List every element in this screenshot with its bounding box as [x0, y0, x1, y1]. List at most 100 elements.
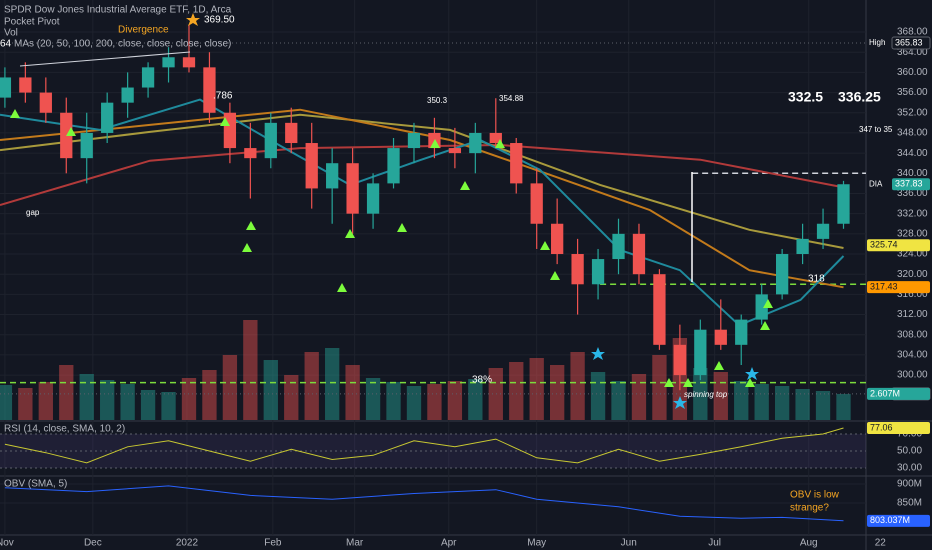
candle-body — [141, 67, 155, 88]
candle-body — [346, 163, 359, 214]
y-tick-label: 900M — [897, 479, 922, 490]
y-tick-label: 364.00 — [897, 47, 928, 58]
badge-label: 365.83 — [895, 37, 923, 47]
legend-item: Vol — [4, 28, 18, 39]
badge-label: 77.06 — [870, 422, 893, 432]
candle-body — [530, 183, 543, 224]
pocket-pivots — [10, 109, 773, 387]
y-tick-label: 308.00 — [897, 329, 928, 340]
y-tick-label: 328.00 — [897, 228, 928, 239]
candle-body — [387, 148, 400, 184]
pane-title: RSI (14, close, SMA, 10, 2) — [4, 424, 125, 435]
volume-bar — [427, 384, 442, 420]
moving-average — [0, 143, 844, 207]
volume-bar — [120, 384, 135, 420]
annotation: 64 — [0, 39, 12, 50]
candle-body — [755, 294, 768, 320]
volume-bar — [652, 355, 667, 420]
candle-body — [448, 148, 462, 154]
y-tick-label: 340.00 — [897, 168, 928, 179]
x-tick-label: Jul — [708, 538, 721, 549]
y-tick-label: 348.00 — [897, 128, 928, 139]
candle-body — [612, 233, 625, 260]
volume-bar — [140, 390, 156, 420]
star — [186, 13, 200, 26]
candle-body — [489, 132, 502, 144]
y-tick-label: 368.00 — [897, 27, 928, 38]
x-tick-label: Dec — [84, 538, 102, 549]
candle-body — [469, 132, 482, 154]
legend-item: Pocket Pivot — [4, 17, 60, 28]
annotation: 347 to 35 — [859, 125, 893, 134]
volume-bar — [243, 320, 258, 420]
badge-name: High — [869, 38, 885, 47]
y-tick-label: 50.00 — [897, 446, 922, 457]
candle-body — [407, 132, 421, 149]
y-tick-label: 304.00 — [897, 350, 928, 361]
annotation: gap — [26, 208, 40, 217]
candle-body — [39, 92, 52, 113]
annotation: 354.88 — [499, 94, 524, 103]
volume-bar — [284, 375, 299, 420]
y-tick-label: 70.00 — [897, 429, 922, 440]
badge-label: 325.74 — [870, 240, 898, 250]
y-tick-label: 352.00 — [897, 107, 928, 118]
badge — [867, 514, 930, 527]
annotation: .786 — [213, 91, 233, 102]
y-tick-label: 850M — [897, 498, 922, 509]
badge-label: 317.43 — [870, 282, 898, 292]
candle-body — [0, 77, 12, 98]
x-tick-label: Jun — [621, 538, 637, 549]
volume-bar — [754, 384, 769, 420]
candle-body — [714, 329, 727, 345]
candle-body — [694, 329, 707, 376]
volume-bar — [406, 386, 422, 420]
pane-title: OBV (SMA, 5) — [4, 479, 67, 490]
volume-bar — [795, 389, 810, 420]
candle-body — [264, 122, 277, 159]
candle-body — [837, 184, 850, 224]
divergence-line — [19, 51, 191, 67]
y-tick-label: 332.00 — [897, 208, 928, 219]
y-tick-label: 324.00 — [897, 249, 928, 260]
x-tick-label: 2022 — [176, 538, 199, 549]
volume-bar — [18, 388, 33, 420]
candle-body — [162, 57, 175, 68]
candle-body — [285, 122, 298, 144]
badge — [867, 387, 930, 400]
y-tick-label: 300.00 — [897, 370, 928, 381]
badge — [867, 281, 930, 294]
y-tick-label: 320.00 — [897, 269, 928, 280]
candle-body — [80, 132, 93, 159]
chart-title: SPDR Dow Jones Industrial Average ETF, 1… — [4, 5, 232, 16]
volume-bar — [59, 365, 74, 420]
badge-label: 337.83 — [895, 179, 923, 189]
candle-body — [121, 87, 134, 103]
volume-bar — [468, 379, 483, 420]
legend-item: MAs (20, 50, 100, 200, close, close, clo… — [14, 39, 231, 50]
x-tick-label: Aug — [800, 538, 818, 549]
volume-bar — [774, 386, 790, 420]
stars — [591, 347, 759, 409]
candle-body — [305, 143, 318, 189]
candle-body — [551, 223, 564, 255]
volume-bar — [509, 362, 524, 420]
rsi-line — [4, 427, 844, 464]
candle-body — [735, 319, 748, 345]
badge — [892, 178, 930, 191]
volume-bar — [713, 372, 728, 420]
obv-line — [4, 485, 844, 522]
candle-body — [796, 238, 809, 255]
x-tick-label: Apr — [441, 538, 457, 549]
x-tick-label: Nov — [0, 538, 14, 549]
candle-body — [571, 254, 584, 285]
annotation: 350.3 — [427, 96, 448, 105]
volume-bar — [263, 360, 278, 420]
candle-body — [101, 102, 114, 133]
volume-bar — [38, 382, 53, 420]
volume-bar — [611, 381, 626, 420]
volume-bar — [488, 368, 503, 420]
candle-body — [776, 254, 789, 295]
badge-name: DIA — [869, 179, 883, 188]
